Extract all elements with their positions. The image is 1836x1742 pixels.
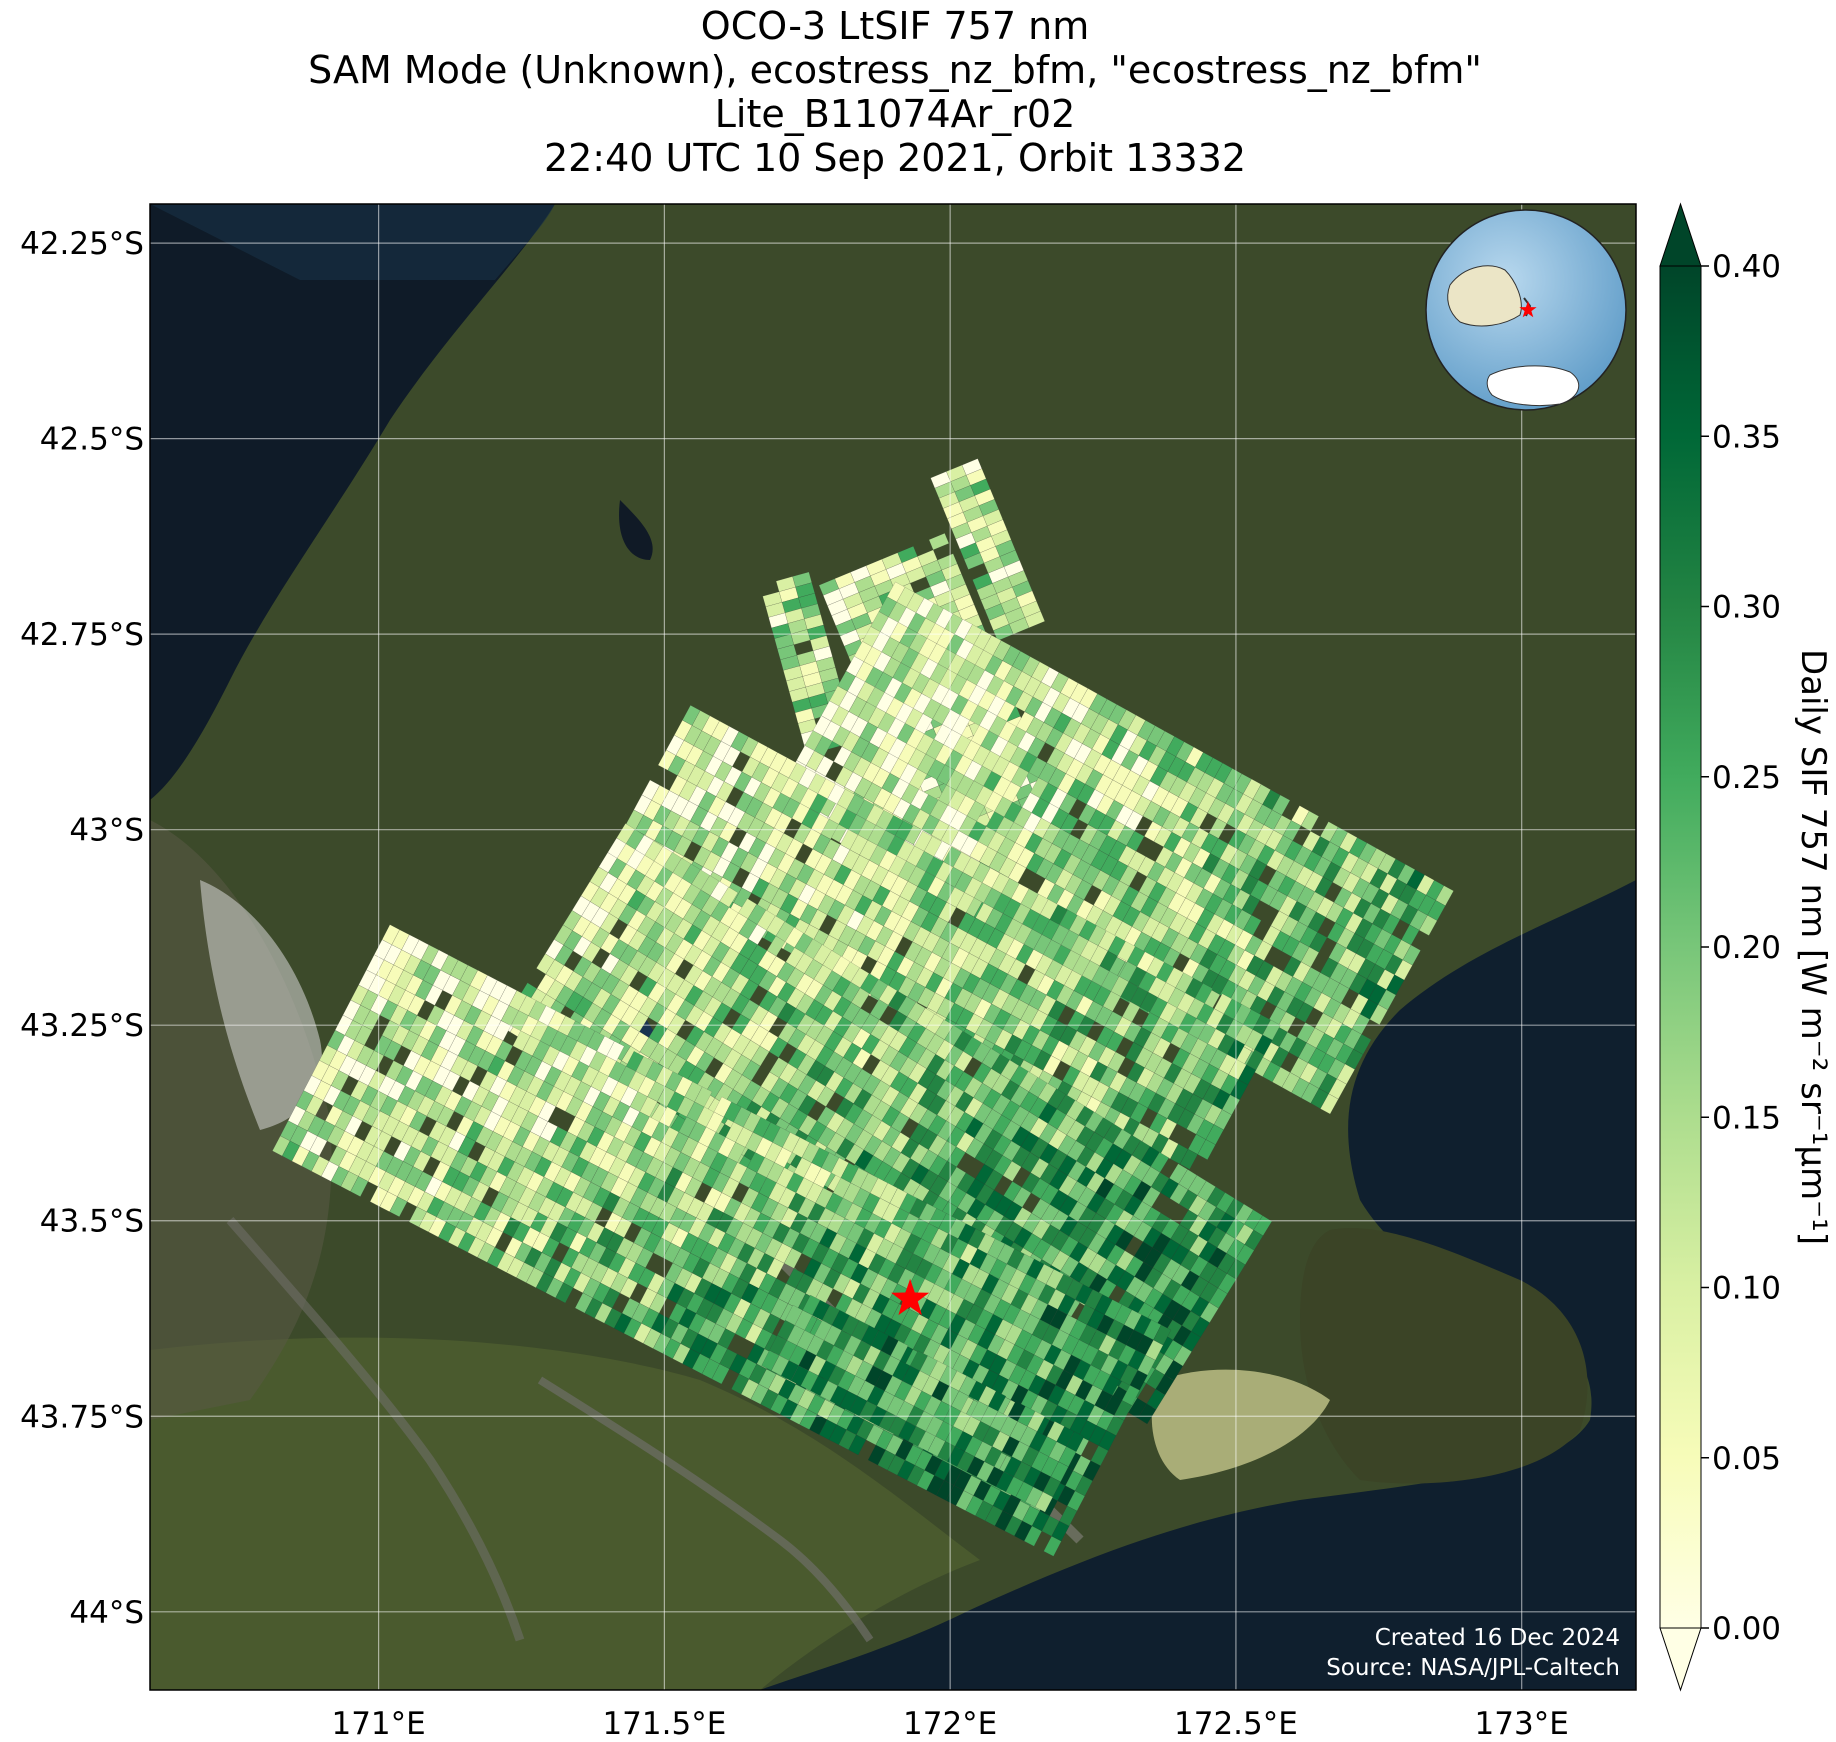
lon-tick-label: 171.5°E [602, 1706, 726, 1742]
lon-tick-label: 171°E [331, 1706, 425, 1742]
globe-australia [1447, 265, 1522, 327]
colorbar-extend-max [1659, 202, 1702, 267]
banks-peninsula [1300, 1228, 1588, 1484]
gridlines [150, 204, 1636, 1690]
southern-alps [150, 820, 332, 1420]
title-line-2: SAM Mode (Unknown), ecostress_nz_bfm, "e… [308, 48, 1482, 92]
colorbar-tick-label: 0.10 [1712, 1271, 1781, 1307]
lon-tick-label: 172.5°E [1174, 1706, 1298, 1742]
colorbar-tick-label: 0.05 [1712, 1441, 1781, 1477]
plot-title: OCO-3 LtSIF 757 nm SAM Mode (Unknown), e… [150, 4, 1640, 180]
sif-swaths [272, 458, 1454, 1557]
lon-tick-label: 173°E [1475, 1706, 1569, 1742]
title-line-3: Lite_B11074Ar_r02 [714, 92, 1076, 136]
colorbar-tick-label: 0.35 [1712, 419, 1781, 455]
lat-tick-label: 44°S [69, 1595, 144, 1631]
globe-antarctica [1486, 365, 1580, 407]
credit-source: Source: NASA/JPL-Caltech [1326, 1655, 1620, 1681]
tasman-sea [150, 204, 555, 800]
colorbar-extend-min [1659, 1627, 1702, 1692]
title-line-4: 22:40 UTC 10 Sep 2021, Orbit 13332 [543, 136, 1247, 180]
map-frame [149, 203, 1637, 1691]
colorbar-tick-label: 0.40 [1712, 249, 1781, 285]
pacific-ocean [760, 880, 1636, 1690]
colorbar: 0.00 0.05 0.10 0.15 0.20 0.25 0.30 0.35 0.40 Dai… [1659, 202, 1833, 1692]
colorbar-gradient [1659, 265, 1702, 1629]
colorbar-ticks: 0.00 0.05 0.10 0.15 0.20 0.25 0.30 0.35 0.40 [1701, 249, 1781, 1647]
colorbar-tick-label: 0.15 [1712, 1100, 1781, 1136]
lat-tick-label: 43.25°S [20, 1008, 144, 1044]
colorbar-label: Daily SIF 757 nm [W m⁻² sr⁻¹µm⁻¹] [1793, 649, 1833, 1245]
credit-created: Created 16 Dec 2024 [1375, 1625, 1620, 1651]
target-star-icon [891, 1278, 930, 1316]
lat-tick-label: 42.25°S [20, 226, 144, 262]
colorbar-tick-label: 0.20 [1712, 930, 1781, 966]
colorbar-tick-label: 0.00 [1712, 1611, 1781, 1647]
lat-tick-label: 43.5°S [40, 1204, 144, 1240]
axis-tick-labels: 171°E 171.5°E 172°E 172.5°E 173°E 42.25°S 42.5… [20, 226, 1569, 1742]
river [537, 1376, 874, 1643]
lat-tick-label: 43.75°S [20, 1399, 144, 1435]
title-line-1: OCO-3 LtSIF 757 nm [700, 4, 1090, 48]
colorbar-tick-label: 0.30 [1712, 590, 1781, 626]
globe-star-icon [1519, 301, 1537, 318]
colorbar-tick-label: 0.25 [1712, 760, 1781, 796]
lat-tick-label: 42.75°S [20, 617, 144, 653]
lat-tick-label: 42.5°S [40, 422, 144, 458]
snow-caps [200, 880, 322, 1130]
inset-globe [1425, 209, 1627, 411]
lake-ellesmere [1151, 1369, 1330, 1480]
lat-tick-label: 43°S [69, 813, 144, 849]
lon-tick-label: 172°E [903, 1706, 997, 1742]
